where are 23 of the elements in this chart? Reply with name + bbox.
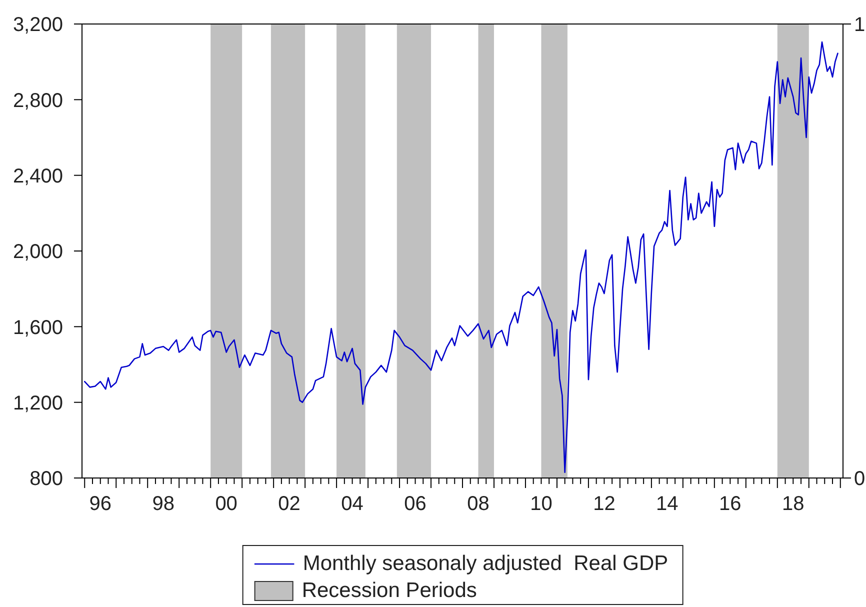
x-tick-label: 98	[152, 493, 174, 515]
y-tick-label: 2,000	[12, 241, 63, 264]
legend-label: Recession Periods	[302, 578, 477, 602]
y-tick-label: 3,200	[12, 14, 63, 36]
x-tick-label: 12	[593, 493, 616, 515]
x-tick-label: 00	[215, 493, 238, 515]
y-tick-label: 2,400	[12, 165, 63, 188]
y-tick-label: 800	[30, 468, 63, 490]
legend-label: Monthly seasonaly adjusted Real GDP	[302, 552, 668, 576]
x-tick-label: 18	[782, 493, 804, 515]
y2-tick-label: 1	[854, 14, 866, 36]
x-tick-label: 08	[467, 493, 490, 515]
x-tick-label: 10	[530, 493, 552, 515]
x-tick-label: 14	[656, 493, 678, 515]
y2-tick-label: 0	[854, 468, 866, 490]
y-tick-label: 1,200	[12, 392, 63, 414]
x-tick-label: 02	[278, 493, 300, 515]
x-tick-label: 96	[89, 493, 112, 515]
x-tick-label: 06	[404, 493, 426, 515]
x-tick-label: 04	[341, 493, 364, 515]
y-tick-label: 2,800	[12, 90, 63, 112]
y-tick-label: 1,600	[12, 316, 63, 339]
x-tick-label: 16	[719, 493, 742, 515]
